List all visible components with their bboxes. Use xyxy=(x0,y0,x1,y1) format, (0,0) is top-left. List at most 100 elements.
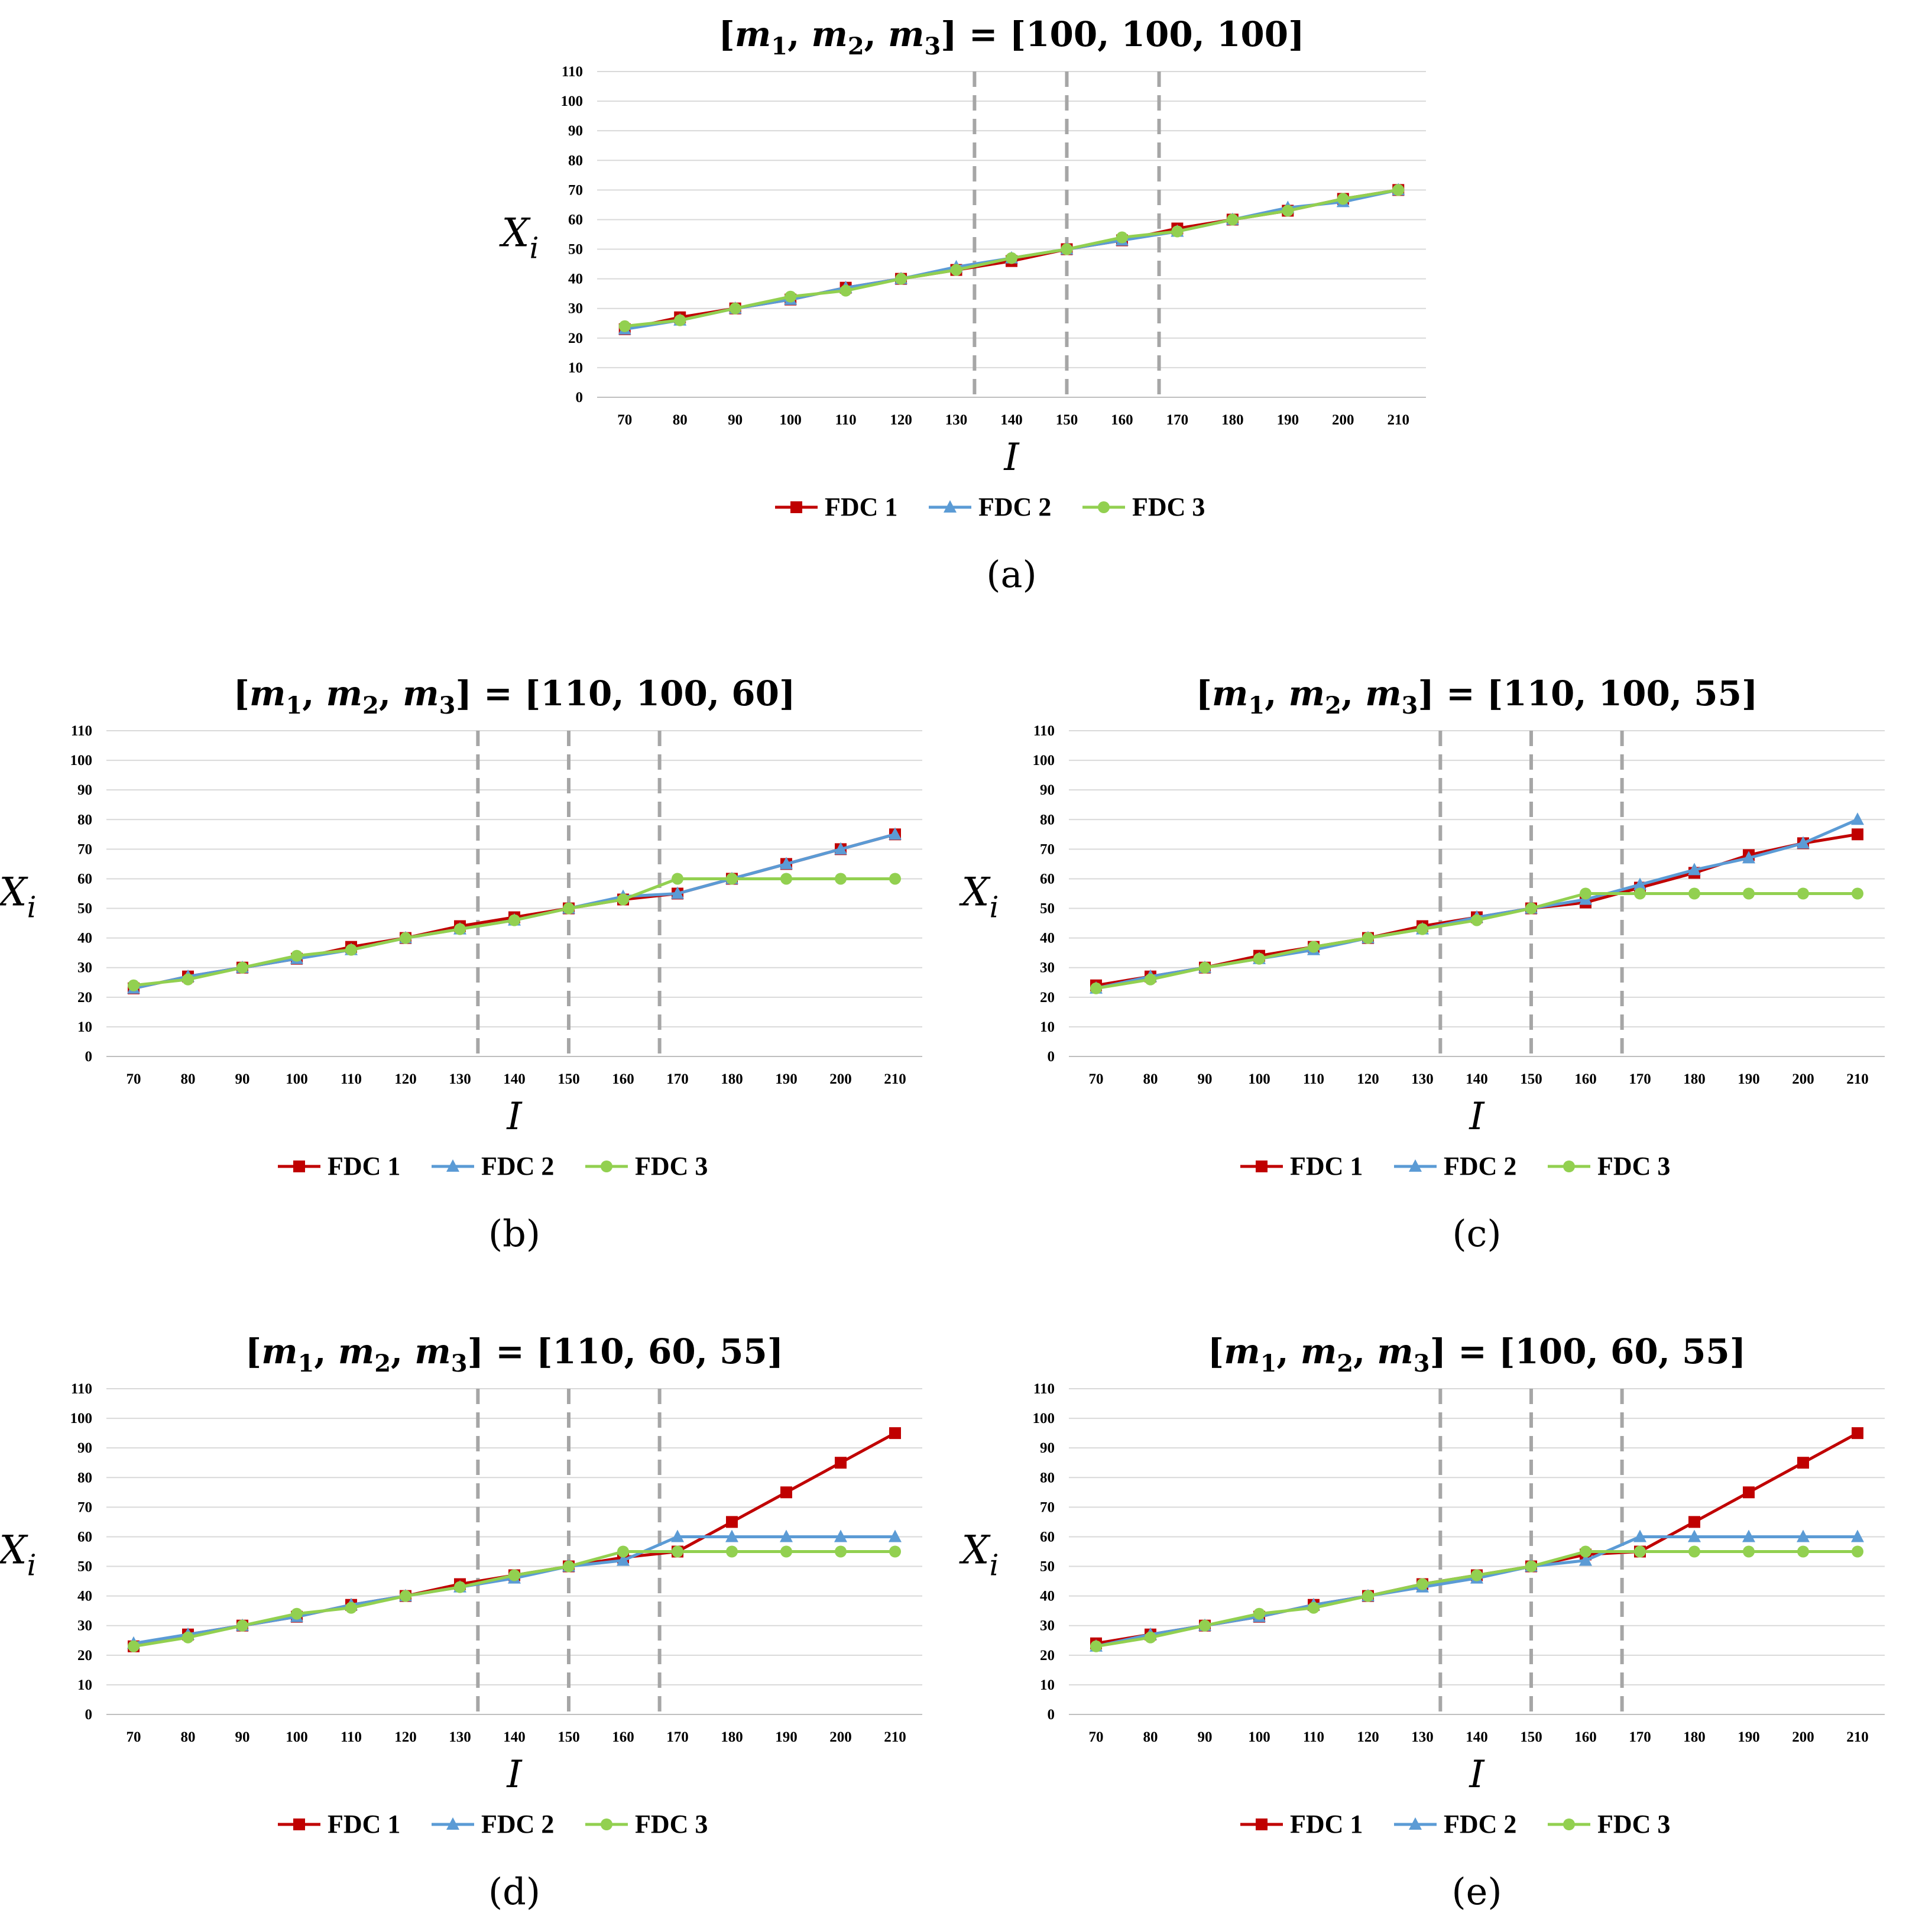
y-tick-label: 110 xyxy=(1033,1381,1055,1397)
title-m3: m xyxy=(414,1331,450,1372)
x-tick-label: 110 xyxy=(835,412,857,428)
y-axis-label-sub: i xyxy=(990,1548,999,1583)
y-tick-label: 80 xyxy=(568,153,583,168)
data-point-fdc3 xyxy=(1471,914,1483,926)
y-tick-label: 50 xyxy=(77,901,92,917)
x-axis-label: I xyxy=(1469,1095,1485,1139)
x-axis-label: I xyxy=(1003,436,1020,479)
title-sep: , xyxy=(1353,1331,1377,1372)
x-tick-label: 70 xyxy=(127,1071,141,1087)
y-axis-label-main: X xyxy=(0,1528,29,1573)
y-axis-label: Xi xyxy=(0,870,37,925)
x-tick-label: 120 xyxy=(394,1729,417,1745)
x-tick-label: 200 xyxy=(829,1729,852,1745)
data-point-fdc3 xyxy=(1308,1602,1320,1614)
data-point-fdc3 xyxy=(1337,193,1349,205)
title-sub2: 2 xyxy=(374,1350,391,1377)
data-point-fdc3 xyxy=(345,1602,357,1614)
x-tick-label: 170 xyxy=(666,1071,689,1087)
y-tick-label: 70 xyxy=(568,182,583,198)
series-line-fdc3 xyxy=(1095,892,1858,990)
y-tick-label: 0 xyxy=(576,390,584,406)
y-tick-label: 0 xyxy=(85,1049,93,1065)
data-point-fdc3 xyxy=(1580,887,1591,900)
data-point-fdc3 xyxy=(1797,887,1809,900)
x-tick-label: 150 xyxy=(1056,412,1078,428)
x-tick-label: 160 xyxy=(1574,1071,1597,1087)
y-tick-label: 20 xyxy=(77,1648,92,1664)
legend-label-fdc2: FDC 2 xyxy=(978,492,1051,521)
data-point-fdc3 xyxy=(950,264,962,276)
x-tick-label: 160 xyxy=(1574,1729,1597,1745)
y-tick-label: 60 xyxy=(77,871,92,887)
x-tick-label: 160 xyxy=(612,1729,634,1745)
legend-marker-fdc2 xyxy=(446,1159,459,1172)
data-point-fdc3 xyxy=(1525,1560,1537,1573)
legend-label-fdc2: FDC 2 xyxy=(1444,1810,1516,1839)
y-axis-label-main: X xyxy=(959,1528,991,1573)
x-tick-label: 180 xyxy=(1683,1729,1706,1745)
data-point-fdc3 xyxy=(1199,1619,1211,1632)
data-point-fdc2 xyxy=(834,1529,847,1542)
data-point-fdc1 xyxy=(1743,1486,1755,1499)
title-sub2: 2 xyxy=(1325,692,1341,719)
x-tick-label: 180 xyxy=(721,1729,743,1745)
chart-title: [m1, m2, m3] = [110, 100, 55] xyxy=(1196,673,1758,719)
legend-label-fdc2: FDC 2 xyxy=(1444,1152,1516,1181)
title-m2: m xyxy=(1289,673,1325,714)
y-tick-label: 100 xyxy=(70,753,93,769)
legend-marker-fdc3 xyxy=(601,1818,612,1830)
x-tick-label: 130 xyxy=(449,1729,471,1745)
y-axis-label-main: X xyxy=(0,870,29,915)
data-point-fdc3 xyxy=(1145,973,1156,986)
x-tick-label: 140 xyxy=(503,1071,526,1087)
legend-marker-fdc1 xyxy=(790,501,802,513)
x-tick-label: 130 xyxy=(1411,1071,1434,1087)
y-tick-label: 110 xyxy=(562,64,583,80)
data-point-fdc2 xyxy=(1851,1529,1864,1542)
data-point-fdc3 xyxy=(1416,923,1428,935)
data-point-fdc3 xyxy=(291,1607,303,1620)
x-tick-label: 210 xyxy=(1846,1071,1869,1087)
data-point-fdc3 xyxy=(672,1545,683,1558)
y-tick-label: 50 xyxy=(1040,901,1055,917)
x-tick-label: 100 xyxy=(1248,1071,1270,1087)
chart-panel-b: [m1, m2, m3] = [110, 100, 60]01020304050… xyxy=(0,673,922,1255)
title-sep: ] = xyxy=(468,1331,536,1372)
x-tick-label: 110 xyxy=(341,1729,362,1745)
data-point-fdc3 xyxy=(1392,184,1405,196)
legend-label-fdc3: FDC 3 xyxy=(635,1810,708,1839)
data-point-fdc1 xyxy=(1797,1457,1809,1469)
x-tick-label: 130 xyxy=(449,1071,471,1087)
x-tick-label: 100 xyxy=(779,412,802,428)
title-m1: m xyxy=(261,1331,297,1372)
y-tick-label: 20 xyxy=(568,330,583,346)
y-axis-label: Xi xyxy=(0,1528,37,1583)
x-tick-label: 80 xyxy=(1143,1071,1158,1087)
x-tick-label: 190 xyxy=(1738,1071,1760,1087)
title-sep: , xyxy=(1265,673,1288,714)
data-point-fdc3 xyxy=(1688,1545,1700,1558)
y-tick-label: 60 xyxy=(1040,871,1055,887)
x-tick-label: 170 xyxy=(1629,1729,1651,1745)
title-sep: ] = xyxy=(1418,673,1486,714)
legend-marker-fdc2 xyxy=(944,500,957,513)
y-tick-label: 30 xyxy=(77,1618,92,1634)
data-point-fdc3 xyxy=(1743,887,1755,900)
title-m2: m xyxy=(811,14,847,54)
legend-label-fdc1: FDC 1 xyxy=(1290,1152,1363,1181)
title-values: [110, 100, 60] xyxy=(524,673,796,714)
x-tick-label: 120 xyxy=(394,1071,417,1087)
data-point-fdc3 xyxy=(563,902,575,915)
y-tick-label: 30 xyxy=(1040,960,1055,976)
data-point-fdc3 xyxy=(674,314,686,326)
y-tick-label: 10 xyxy=(77,1019,92,1035)
x-tick-label: 140 xyxy=(1000,412,1023,428)
series-line-fdc1 xyxy=(1095,1431,1859,1645)
title-values: [100, 100, 100] xyxy=(1010,14,1305,54)
y-tick-label: 90 xyxy=(77,1440,92,1456)
x-tick-label: 80 xyxy=(181,1729,196,1745)
y-tick-label: 60 xyxy=(568,212,583,228)
data-point-fdc3 xyxy=(1006,252,1017,264)
y-axis-label-sub: i xyxy=(990,890,999,925)
